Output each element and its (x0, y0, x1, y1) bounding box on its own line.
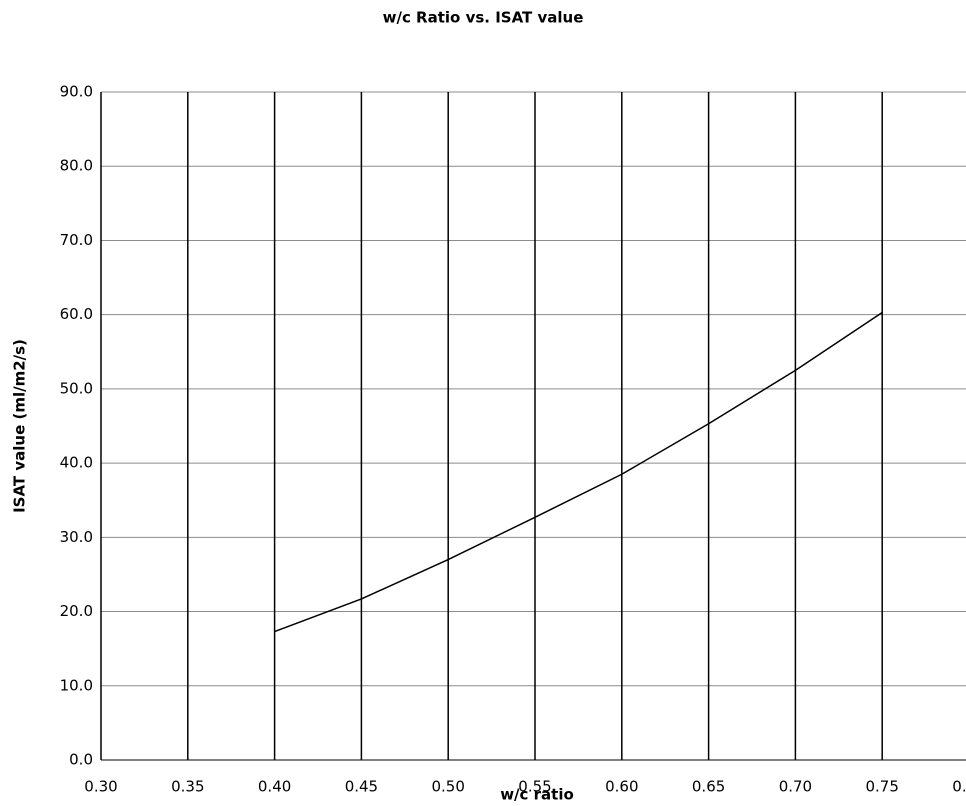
y-tick-label: 70.0 (60, 231, 93, 249)
y-axis-label: ISAT value (ml/m2/s) (11, 339, 29, 513)
x-tick-label: 0.75 (865, 778, 898, 796)
x-tick-label: 0.60 (605, 778, 638, 796)
x-tick-label: 0.45 (345, 778, 378, 796)
y-tick-label: 90.0 (60, 83, 93, 101)
x-tick-label: 0.65 (692, 778, 725, 796)
x-tick-label: 0.30 (84, 778, 117, 796)
y-tick-label: 60.0 (60, 305, 93, 323)
x-axis-label: w/c ratio (500, 786, 574, 804)
y-tick-label: 0.0 (69, 751, 93, 769)
x-tick-label: 0.50 (431, 778, 464, 796)
y-tick-label: 20.0 (60, 602, 93, 620)
y-tick-label: 50.0 (60, 379, 93, 397)
x-tick-label: 0.80 (952, 778, 966, 796)
x-tick-label: 0.70 (779, 778, 812, 796)
x-tick-label: 0.35 (171, 778, 204, 796)
data-line (274, 311, 883, 633)
y-tick-label: 80.0 (60, 157, 93, 175)
x-tick-label: 0.40 (258, 778, 291, 796)
y-tick-label: 30.0 (60, 528, 93, 546)
chart-title: w/c Ratio vs. ISAT value (383, 9, 584, 27)
y-tick-label: 10.0 (60, 676, 93, 694)
y-tick-label: 40.0 (60, 454, 93, 472)
x-tick-label: 0.55 (518, 778, 551, 796)
